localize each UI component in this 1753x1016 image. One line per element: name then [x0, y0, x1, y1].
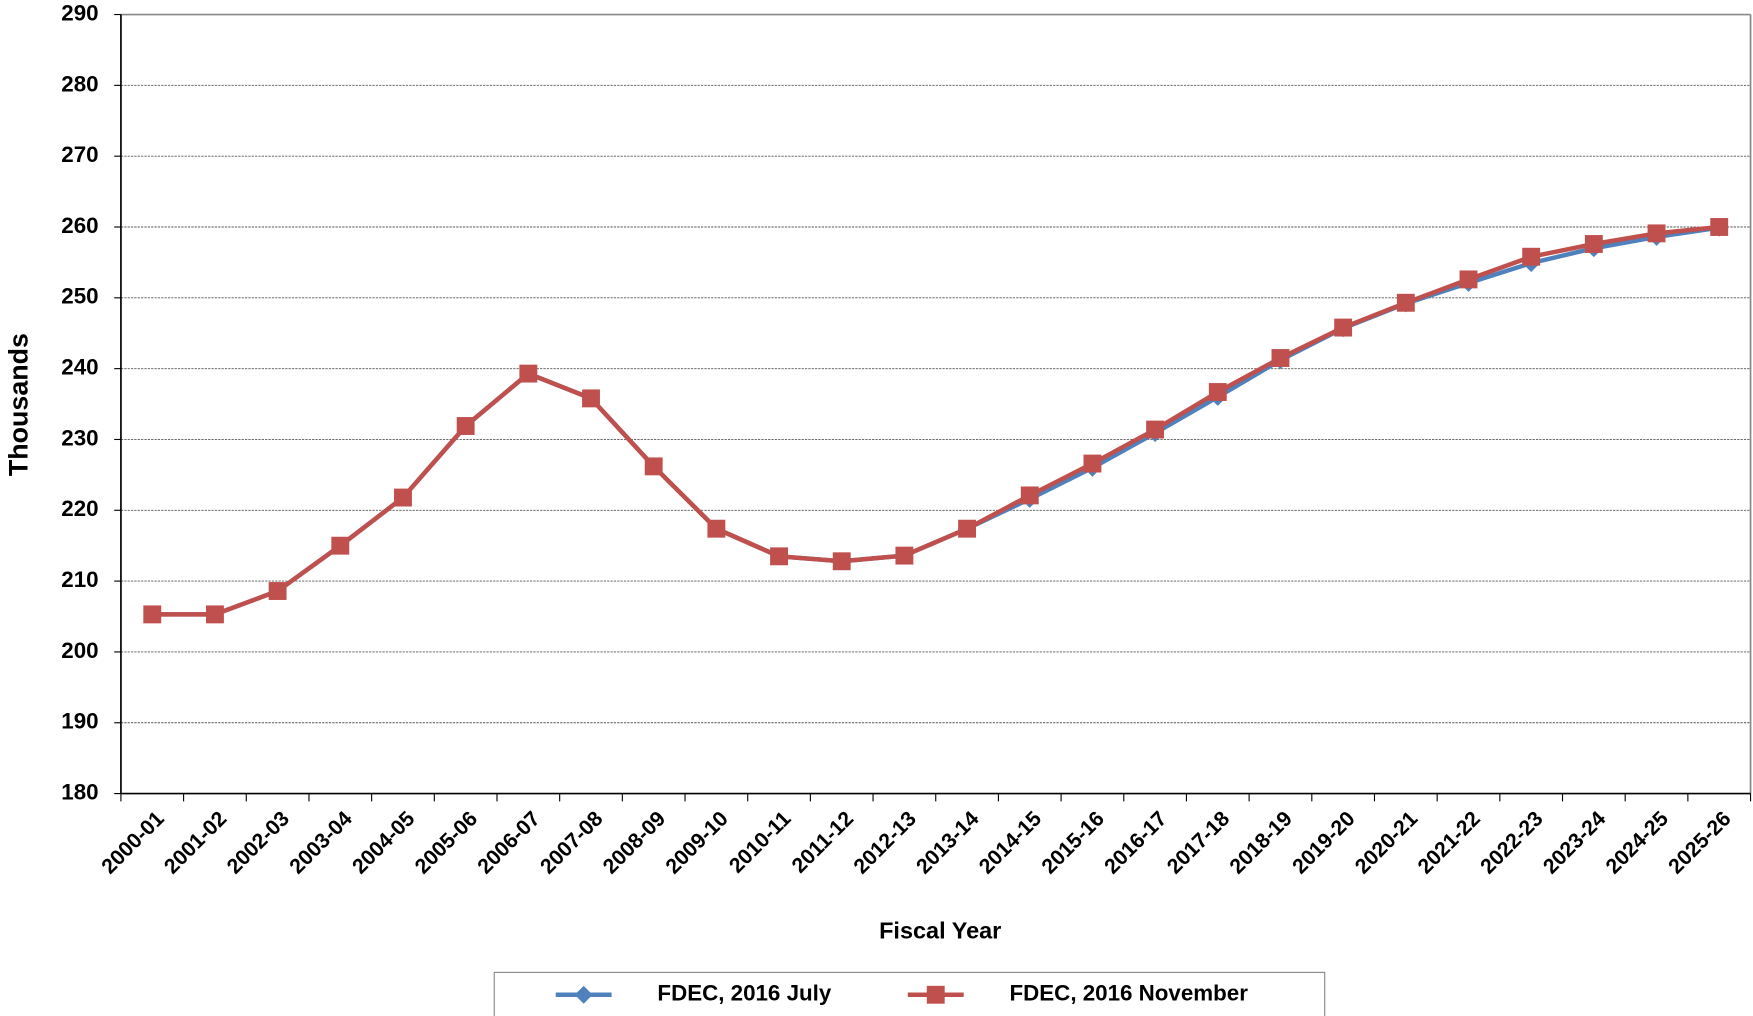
data-point [770, 547, 788, 566]
y-tick-label: 230 [61, 425, 98, 450]
legend-label: FDEC, 2016 November [1010, 981, 1249, 1006]
data-point [832, 552, 851, 571]
y-tick-label: 220 [61, 496, 98, 521]
data-point [1396, 293, 1415, 312]
x-tick-label: 2024-25 [1602, 807, 1673, 878]
data-point [331, 536, 350, 555]
x-tick-label: 2012-13 [850, 807, 921, 878]
data-point [707, 519, 726, 538]
x-tick-label: 2000-01 [97, 807, 168, 878]
y-tick-label: 250 [61, 284, 98, 309]
data-point [394, 488, 412, 507]
x-tick-label: 2025-26 [1664, 807, 1735, 878]
data-point [456, 417, 475, 435]
x-tick-label: 2011-12 [788, 807, 859, 878]
y-tick-label: 190 [61, 709, 98, 734]
data-point [206, 605, 224, 624]
data-point [1146, 420, 1165, 439]
data-point [1208, 383, 1227, 401]
x-tick-label: 2008-09 [599, 807, 670, 878]
data-point [1334, 318, 1353, 337]
data-point [582, 389, 600, 408]
data-point [644, 457, 663, 476]
legend-label: FDEC, 2016 July [657, 981, 831, 1006]
x-tick-label: 2016-17 [1100, 807, 1171, 878]
x-tick-label: 2018-19 [1226, 807, 1297, 878]
x-tick-label: 2005-06 [411, 807, 482, 878]
x-tick-label: 2023-24 [1539, 807, 1610, 878]
x-tick-label: 2021-22 [1414, 807, 1485, 878]
y-tick-label: 180 [61, 779, 98, 804]
y-axis-title: Thousands [3, 333, 33, 476]
data-point [268, 582, 287, 600]
y-tick-label: 240 [61, 355, 98, 380]
y-tick-label: 290 [61, 0, 98, 25]
x-tick-label: 2003-04 [285, 807, 356, 878]
data-point [1083, 454, 1102, 473]
data-point [958, 519, 977, 538]
series-line [152, 224, 1720, 617]
x-tick-label: 2010-11 [725, 807, 796, 878]
y-tick-label: 200 [61, 638, 98, 663]
y-tick-label: 260 [61, 213, 98, 238]
x-tick-label: 2017-18 [1163, 807, 1234, 878]
data-point [1271, 349, 1290, 367]
x-tick-label: 2015-16 [1038, 807, 1109, 878]
y-tick-label: 210 [61, 567, 98, 592]
data-point [1710, 218, 1729, 236]
data-point [895, 546, 914, 565]
x-tick-label: 2013-14 [912, 807, 983, 878]
x-tick-label: 2022-23 [1476, 807, 1547, 878]
x-tick-label: 2006-07 [473, 807, 544, 878]
data-point [1020, 486, 1039, 505]
x-tick-label: 2002-03 [223, 807, 294, 878]
data-point [519, 364, 538, 383]
x-tick-label: 2007-08 [536, 807, 607, 878]
x-axis-title: Fiscal Year [879, 917, 1001, 943]
data-point [1522, 247, 1541, 266]
x-tick-label: 2004-05 [348, 807, 419, 878]
y-tick-label: 270 [61, 142, 98, 167]
x-tick-label: 2019-20 [1288, 807, 1359, 878]
y-tick-label: 280 [61, 71, 98, 96]
x-tick-label: 2020-21 [1351, 807, 1422, 878]
legend-marker [926, 985, 945, 1004]
series-line [152, 225, 1720, 617]
data-point [1584, 235, 1603, 253]
data-point [1459, 270, 1478, 289]
x-tick-label: 2001-02 [160, 807, 231, 878]
data-point [143, 605, 162, 624]
x-tick-label: 2014-15 [975, 807, 1046, 878]
data-point [1647, 224, 1666, 243]
x-tick-label: 2009-10 [661, 807, 732, 878]
